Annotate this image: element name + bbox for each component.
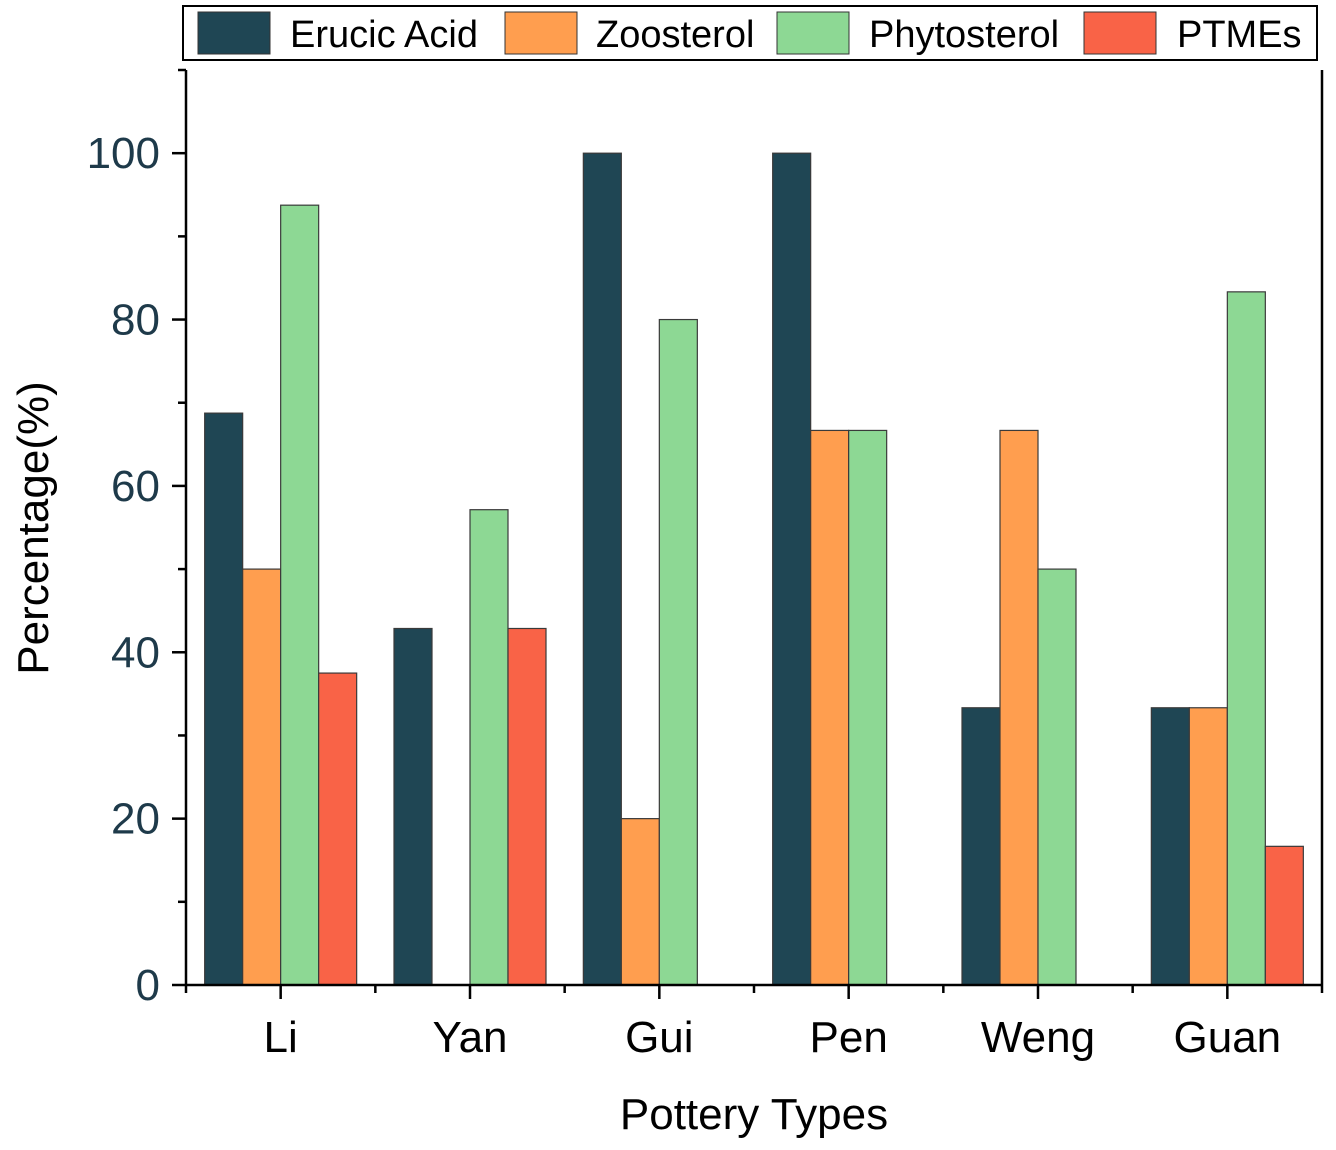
x-axis-title: Pottery Types (620, 1090, 888, 1139)
axes-layer: 0 20 40 60 80 100 Li Yan Gui Pen Weng Guan (87, 68, 1324, 1062)
legend-label-zoosterol: Zoosterol (596, 14, 754, 56)
bar-li-ptmes (318, 672, 358, 986)
y-tick-label: 60 (111, 462, 160, 511)
x-tick-label-pen: Pen (810, 1013, 888, 1062)
bars-layer (204, 152, 1304, 986)
bar-weng-zoosterol (999, 429, 1039, 986)
legend-label-phytosterol: Phytosterol (869, 14, 1059, 56)
bar-weng-erucic-acid (961, 707, 1001, 986)
y-tick-label: 20 (111, 795, 160, 844)
legend: Erucic Acid Zoosterol Phytosterol PTMEs (182, 5, 1318, 61)
legend-item-erucic-acid: Erucic Acid (197, 11, 478, 56)
legend-item-zoosterol: Zoosterol (504, 11, 754, 56)
legend-swatch-phytosterol (776, 11, 850, 55)
x-tick-label-yan: Yan (432, 1013, 507, 1062)
bar-guan-zoosterol (1188, 707, 1228, 986)
bar-guan-phytosterol (1226, 291, 1266, 986)
y-tick-label: 100 (87, 129, 160, 178)
bar-guan-ptmes (1264, 845, 1304, 986)
legend-label-ptmes: PTMEs (1177, 14, 1302, 56)
bar-pen-phytosterol (848, 429, 888, 986)
bar-li-zoosterol (242, 568, 282, 986)
bar-weng-phytosterol (1037, 568, 1077, 986)
y-axis-title: Percentage(%) (9, 381, 58, 674)
legend-swatch-ptmes (1083, 11, 1157, 55)
bar-gui-zoosterol (620, 818, 660, 986)
legend-label-erucic-acid: Erucic Acid (290, 14, 478, 56)
y-tick-label: 0 (136, 961, 160, 1010)
legend-swatch-zoosterol (504, 11, 578, 55)
bar-gui-erucic-acid (582, 152, 622, 986)
y-tick-label: 40 (111, 628, 160, 677)
y-tick-label: 80 (111, 296, 160, 345)
bar-yan-erucic-acid (393, 627, 433, 986)
bar-li-phytosterol (280, 204, 320, 986)
legend-swatch-erucic-acid (197, 11, 271, 55)
bar-guan-erucic-acid (1150, 707, 1190, 986)
bar-li-erucic-acid (204, 412, 244, 986)
bar-pen-zoosterol (810, 429, 850, 986)
legend-item-phytosterol: Phytosterol (776, 11, 1059, 56)
x-tick-label-li: Li (264, 1013, 298, 1062)
bar-yan-ptmes (507, 627, 547, 986)
x-tick-label-weng: Weng (981, 1013, 1095, 1062)
x-tick-label-guan: Guan (1174, 1013, 1282, 1062)
x-tick-label-gui: Gui (625, 1013, 693, 1062)
bar-pen-erucic-acid (772, 152, 812, 986)
bar-gui-phytosterol (658, 318, 698, 986)
bar-yan-phytosterol (469, 509, 509, 986)
legend-item-ptmes: PTMEs (1083, 11, 1302, 56)
